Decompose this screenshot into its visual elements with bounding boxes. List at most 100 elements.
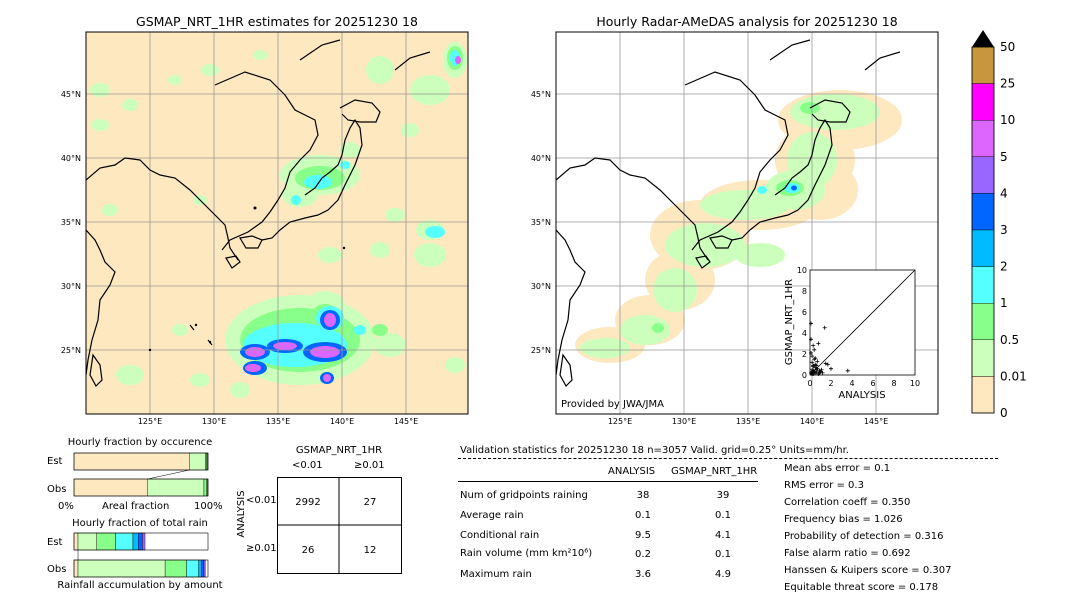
scatter-point [822,325,827,330]
scatter-y-label: GSMAP_NRT_1HR [784,279,795,365]
occurrence-est-label: Est [47,456,63,467]
very-intense-rain-patches [245,56,461,382]
scatter-point [813,365,818,370]
scatter-y-tick: 8 [802,287,807,296]
scatter-point [812,347,817,352]
left-map-frame [85,31,469,415]
scatter-point [817,370,822,375]
scatter-point [845,368,850,373]
fraction-bar-frame [73,559,209,578]
validation-col-analysis: ANALYSIS [608,466,656,477]
stat-label: Maximum rain [460,569,532,580]
stat-gsmap-value: 0.1 [715,549,731,560]
stat-gsmap-value: 4.9 [715,569,731,580]
fraction-segment [115,532,134,551]
colorbar-extend-arrow [972,30,994,47]
validation-col-rule [458,481,758,482]
occurrence-tick-1: 100% [194,501,223,512]
fraction-segment [132,532,139,551]
lon-label: 145°E [394,417,418,426]
stat-analysis-value: 0.2 [635,549,651,560]
left-map: 45°N 40°N 35°N 30°N 25°N 125°E 130°E 135… [61,31,469,426]
scatter-point [816,341,821,346]
score-line: RMS error = 0.3 [784,480,864,491]
occurrence-obs-label: Obs [47,484,67,495]
score-line: Frequency bias = 1.026 [784,514,903,525]
fraction-segment [189,452,206,471]
lat-label: 40°N [531,154,551,163]
colorbar-label: 1 [1000,296,1008,310]
scatter-x-tick: 4 [849,379,854,388]
occurrence-chart [73,452,209,497]
lat-label: 35°N [61,218,81,227]
scatter-point [814,369,819,374]
scatter-inset: 0 2 4 6 8 10 0 2 4 6 8 10 ANALYSIS GSMAP_NRT_1HR [784,266,920,401]
lat-label: 35°N [531,218,551,227]
scatter-point [815,366,820,371]
stat-gsmap-value: 0.1 [715,510,731,521]
total-rain-est-label: Est [47,537,63,548]
scatter-y-tick: 0 [802,371,807,380]
fraction-segment [73,532,79,551]
occurrence-tick-0: 0% [58,501,74,512]
fraction-segment [205,452,207,471]
left-map-lon-labels: 125°E 130°E 135°E 140°E 145°E [138,417,418,426]
fraction-segment [96,532,116,551]
fraction-segment [203,478,207,497]
colorbar-cell [971,266,995,304]
colorbar-cell [971,156,995,194]
contingency-row-header: <0.01 [246,495,277,506]
scatter-x-ticks: 0 2 4 6 8 10 [807,379,920,388]
stat-gsmap-value: 4.1 [715,530,731,541]
left-map-title: GSMAP_NRT_1HR estimates for 20251230 18 [136,14,418,29]
scatter-point [810,367,815,372]
lon-label: 130°E [202,417,226,426]
scatter-point [810,354,815,359]
score-line: Probability of detection = 0.316 [784,531,944,542]
colorbar-label: 2 [1000,260,1008,274]
lon-label: 125°E [608,417,632,426]
scatter-x-tick: 0 [807,379,812,388]
stat-gsmap-value: 39 [716,490,730,501]
scatter-x-tick: 2 [828,379,833,388]
lat-label: 25°N [61,346,81,355]
scatter-point [825,362,830,367]
colorbar-label: 0 [1000,406,1008,420]
score-line: Equitable threat score = 0.178 [784,582,939,593]
scatter-x-tick: 10 [910,379,920,388]
lat-label: 45°N [61,90,81,99]
occurrence-x-label: Areal fraction [102,501,170,512]
contingency-cell: 26 [302,545,315,556]
colorbar-label: 50 [1000,40,1015,54]
contingency-row-header: ≥0.01 [246,543,277,554]
lat-label: 25°N [531,346,551,355]
colorbar-labels: 50 25 10 5 4 3 2 1 0.5 0.01 0 [1000,40,1027,420]
fraction-segment [73,478,148,497]
colorbar-frame [971,46,995,414]
scatter-point [813,356,818,361]
right-map-title: Hourly Radar-AMeDAS analysis for 2025123… [596,14,898,29]
stat-label: Rain volume (mm km²10⁶) [460,548,593,559]
colorbar-cell [971,376,995,414]
scatter-diagonal [809,269,916,376]
radar-intense-rain [791,185,797,191]
left-map-islands [148,206,346,352]
lon-label: 125°E [138,417,162,426]
scatter-x-tick: 8 [891,379,896,388]
stat-label: Conditional rain [460,530,540,541]
fraction-connector [147,469,190,480]
scatter-point [819,367,824,372]
contingency-col-header: <0.01 [292,460,323,471]
colorbar-cell [971,193,995,231]
scatter-point [809,350,814,355]
left-map-lat-labels: 45°N 40°N 35°N 30°N 25°N [61,90,81,355]
contingency-title: GSMAP_NRT_1HR [295,445,383,456]
scatter-point [811,371,816,376]
colorbar-cell [971,339,995,377]
scatter-point [823,361,828,366]
scatter-y-tick: 2 [802,350,807,359]
fraction-segment [186,559,199,578]
right-map-lon-labels: 125°E 130°E 135°E 140°E 145°E [608,417,888,426]
lat-label: 45°N [531,90,551,99]
fraction-bar-frame [73,478,209,497]
